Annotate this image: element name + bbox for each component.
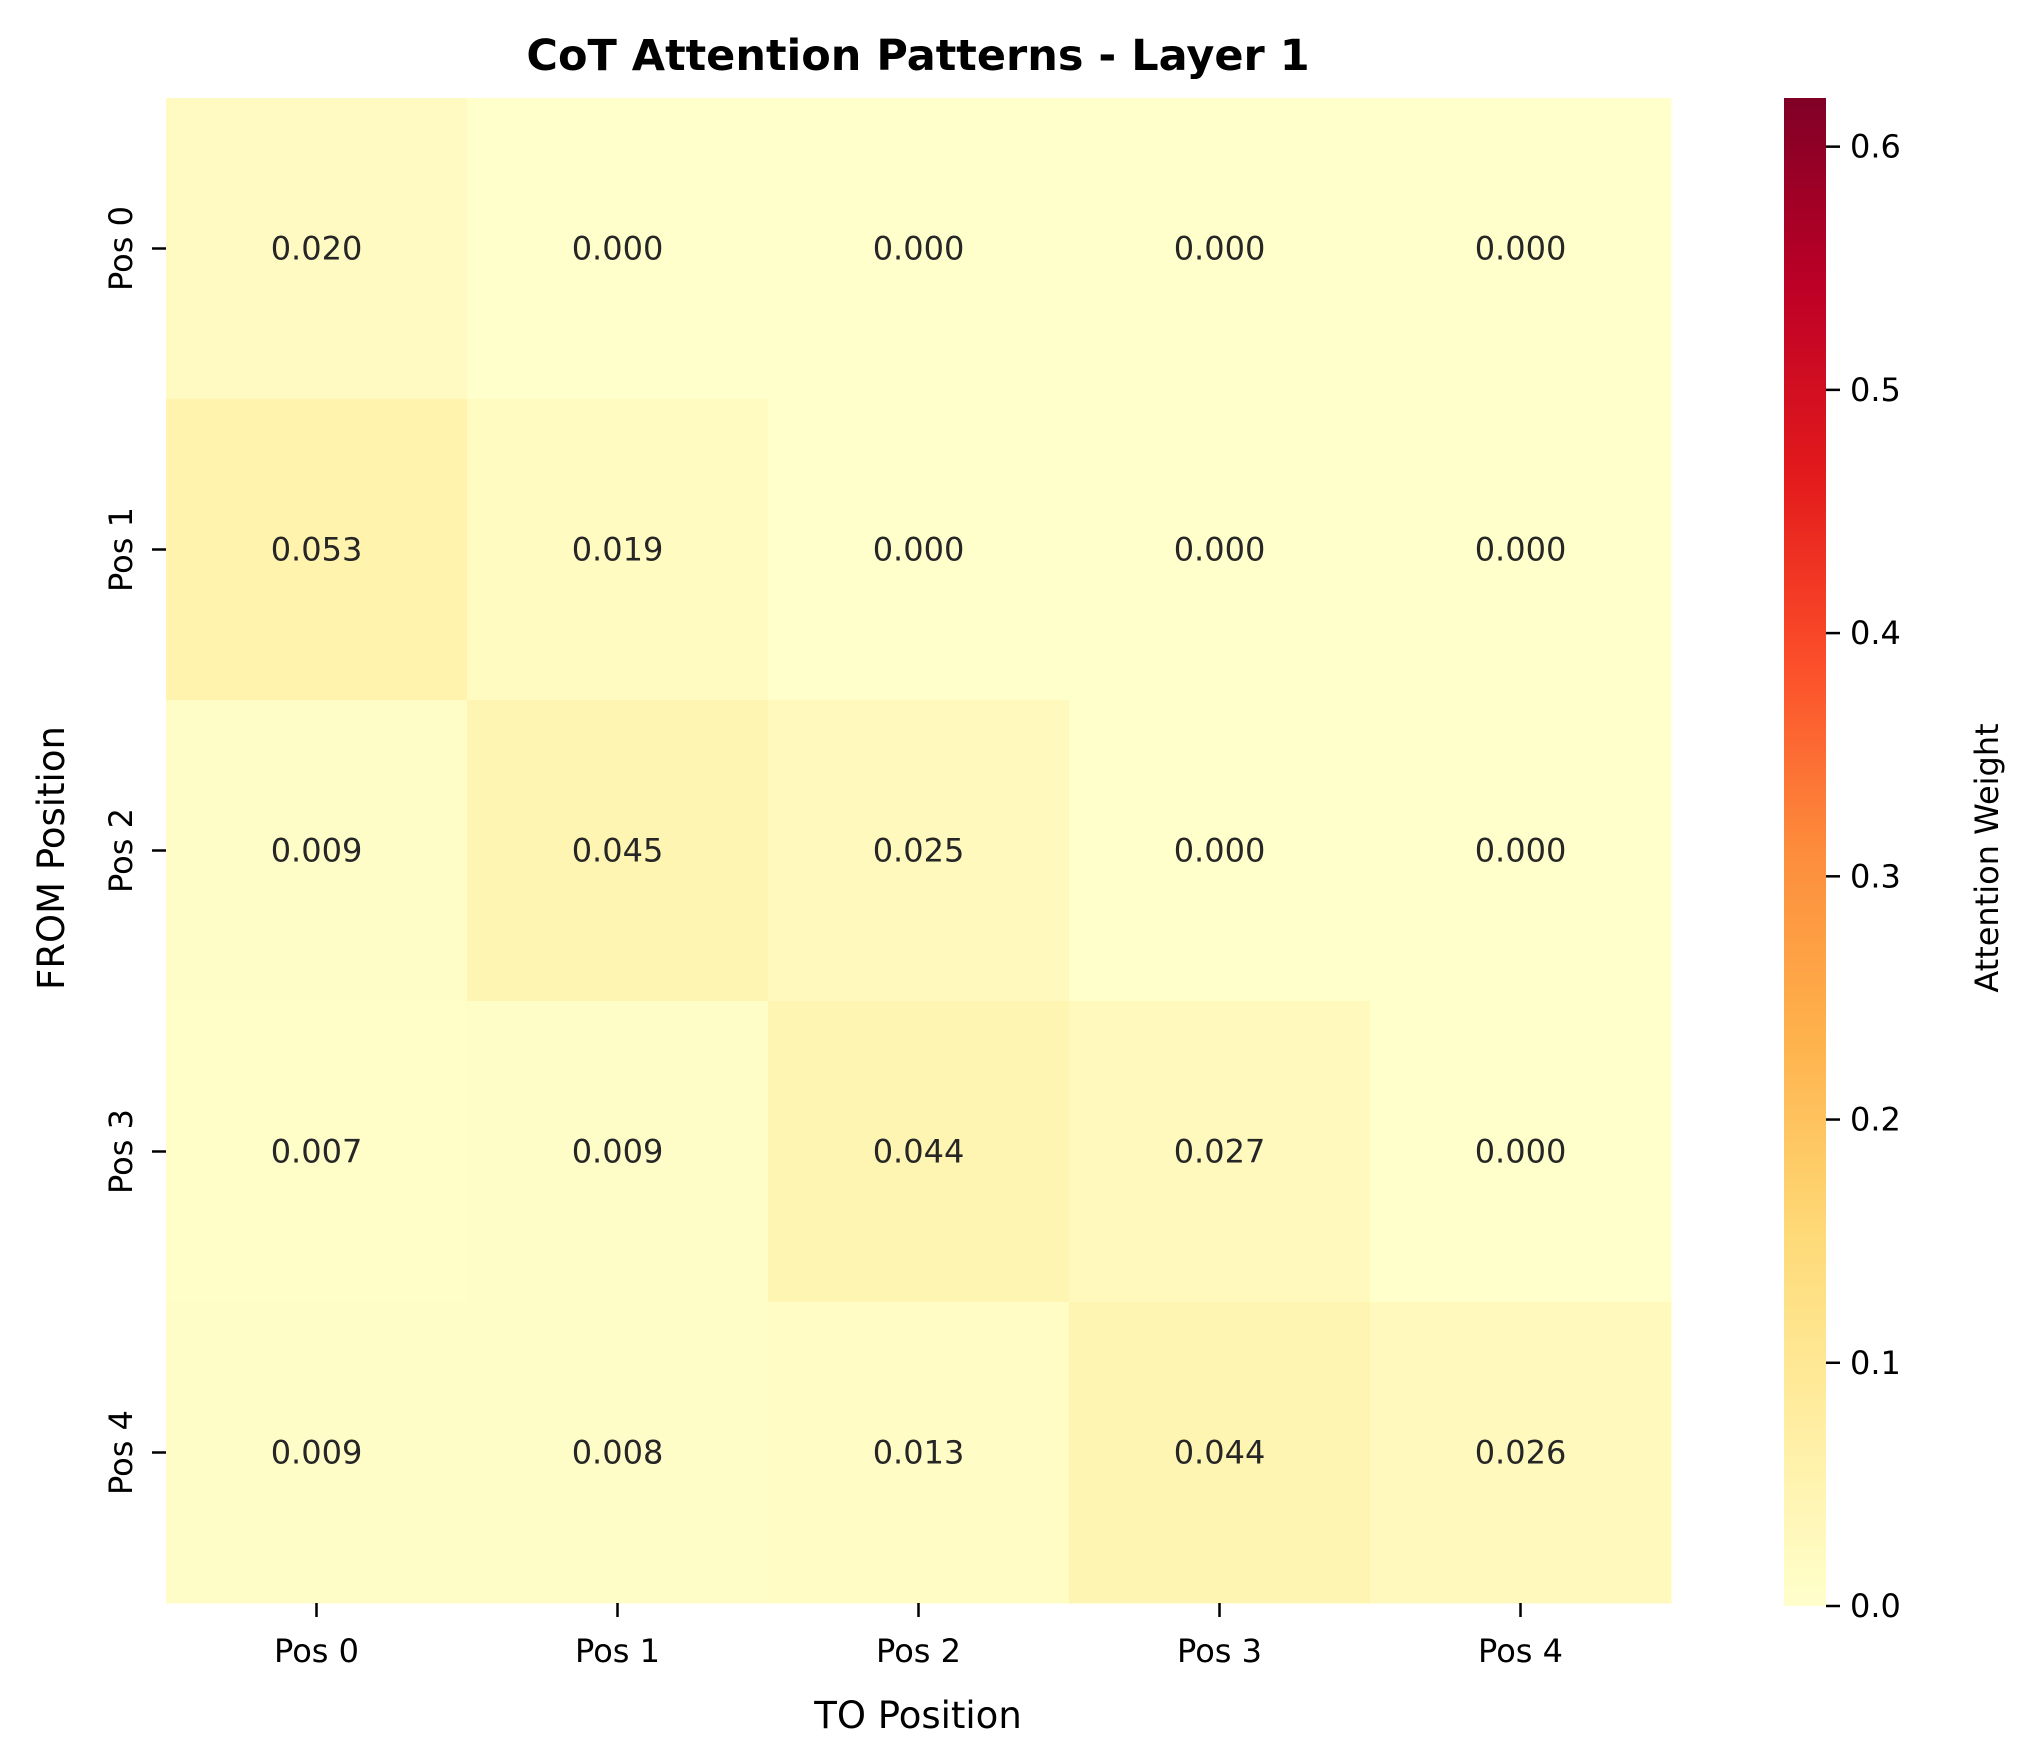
heatmap-cell-r1-c1 (467, 399, 769, 701)
heatmap-cell-r2-c3 (1069, 700, 1371, 1002)
y-tick-label: Pos 4 (102, 1410, 140, 1495)
cell-value-label: 0.000 (873, 531, 965, 569)
colorbar-tick-label: 0.5 (1850, 371, 1901, 409)
heatmap-cell-r0-c2 (768, 98, 1070, 400)
colorbar-tick-label: 0.3 (1850, 857, 1901, 895)
colorbar-label: Attention Weight (1968, 723, 2006, 992)
x-axis: Pos 0 Pos 1 Pos 2 Pos 3 Pos 4 (274, 1603, 1563, 1670)
heatmap-cell-r4-c4 (1370, 1302, 1672, 1604)
cell-value-label: 0.000 (1174, 531, 1266, 569)
heatmap-cell-r3-c1 (467, 1001, 769, 1303)
cell-value-label: 0.026 (1475, 1434, 1567, 1472)
cell-value-label: 0.000 (1174, 832, 1266, 870)
cell-value-label: 0.013 (873, 1434, 965, 1472)
cell-value-label: 0.025 (873, 832, 965, 870)
y-tick-label: Pos 2 (102, 808, 140, 893)
cell-value-label: 0.000 (873, 230, 965, 268)
colorbar-tick-label: 0.6 (1850, 128, 1901, 166)
heatmap-cell-r4-c1 (467, 1302, 769, 1604)
heatmap-cell-r3-c0 (166, 1001, 468, 1303)
cell-value-label: 0.020 (271, 230, 363, 268)
heatmap-cell-r1-c3 (1069, 399, 1371, 701)
cell-value-label: 0.053 (271, 531, 363, 569)
colorbar-tick-label: 0.0 (1850, 1587, 1901, 1625)
heatmap-cell-r2-c1 (467, 700, 769, 1002)
heatmap-cell-r3-c2 (768, 1001, 1070, 1303)
heatmap-cell-r4-c0 (166, 1302, 468, 1604)
heatmap-cell-r1-c4 (1370, 399, 1672, 701)
colorbar-ticks: 0.0 0.1 0.2 0.3 0.4 0.5 0.6 (1826, 128, 1901, 1625)
heatmap-cell-r2-c4 (1370, 700, 1672, 1002)
x-tick-label: Pos 1 (575, 1632, 660, 1670)
heatmap-cell-r0-c0 (166, 98, 468, 400)
cell-value-label: 0.045 (572, 832, 664, 870)
x-tick-label: Pos 2 (876, 1632, 961, 1670)
x-tick-label: Pos 4 (1478, 1632, 1563, 1670)
heatmap-cell-r0-c1 (467, 98, 769, 400)
heatmap-cell-r0-c3 (1069, 98, 1371, 400)
cell-value-label: 0.009 (572, 1133, 664, 1171)
cell-value-label: 0.000 (572, 230, 664, 268)
x-tick-label: Pos 0 (274, 1632, 359, 1670)
cell-value-label: 0.019 (572, 531, 664, 569)
y-axis: Pos 0 Pos 1 Pos 2 Pos 3 Pos 4 (102, 206, 166, 1495)
heatmap-cells: 0.020 0.000 0.000 0.000 0.000 0.053 0.019 0.000… (166, 98, 1672, 1604)
heatmap-cell-r3-c3 (1069, 1001, 1371, 1303)
cell-value-label: 0.007 (271, 1133, 363, 1171)
y-tick-label: Pos 3 (102, 1109, 140, 1194)
y-tick-label: Pos 1 (102, 507, 140, 592)
cell-value-label: 0.009 (271, 1434, 363, 1472)
chart-title: CoT Attention Patterns - Layer 1 (526, 31, 1309, 81)
heatmap-cell-r0-c4 (1370, 98, 1672, 400)
y-axis-label: FROM Position (30, 726, 73, 990)
heatmap-cell-r4-c2 (768, 1302, 1070, 1604)
heatmap-cell-r2-c2 (768, 700, 1070, 1002)
colorbar-gradient (1784, 98, 1826, 1606)
colorbar-tick-label: 0.4 (1850, 614, 1901, 652)
heatmap-cell-r4-c3 (1069, 1302, 1371, 1604)
cell-value-label: 0.044 (1174, 1434, 1266, 1472)
y-tick-label: Pos 0 (102, 206, 140, 291)
heatmap-cell-r3-c4 (1370, 1001, 1672, 1303)
colorbar-tick-label: 0.1 (1850, 1344, 1901, 1382)
x-axis-label: TO Position (813, 1694, 1022, 1737)
cell-value-label: 0.000 (1475, 1133, 1567, 1171)
cell-value-label: 0.044 (873, 1133, 965, 1171)
cell-value-label: 0.008 (572, 1434, 664, 1472)
colorbar: 0.0 0.1 0.2 0.3 0.4 0.5 0.6 Attention Weight (1784, 98, 2006, 1625)
heatmap-cell-r1-c0 (166, 399, 468, 701)
cell-value-label: 0.000 (1475, 230, 1567, 268)
heatmap-cell-r1-c2 (768, 399, 1070, 701)
x-tick-label: Pos 3 (1177, 1632, 1262, 1670)
cell-value-label: 0.000 (1475, 531, 1567, 569)
cell-value-label: 0.000 (1475, 832, 1567, 870)
cell-value-label: 0.009 (271, 832, 363, 870)
cell-value-label: 0.027 (1174, 1133, 1266, 1171)
colorbar-tick-label: 0.2 (1850, 1101, 1901, 1139)
cell-value-label: 0.000 (1174, 230, 1266, 268)
heatmap-cell-r2-c0 (166, 700, 468, 1002)
